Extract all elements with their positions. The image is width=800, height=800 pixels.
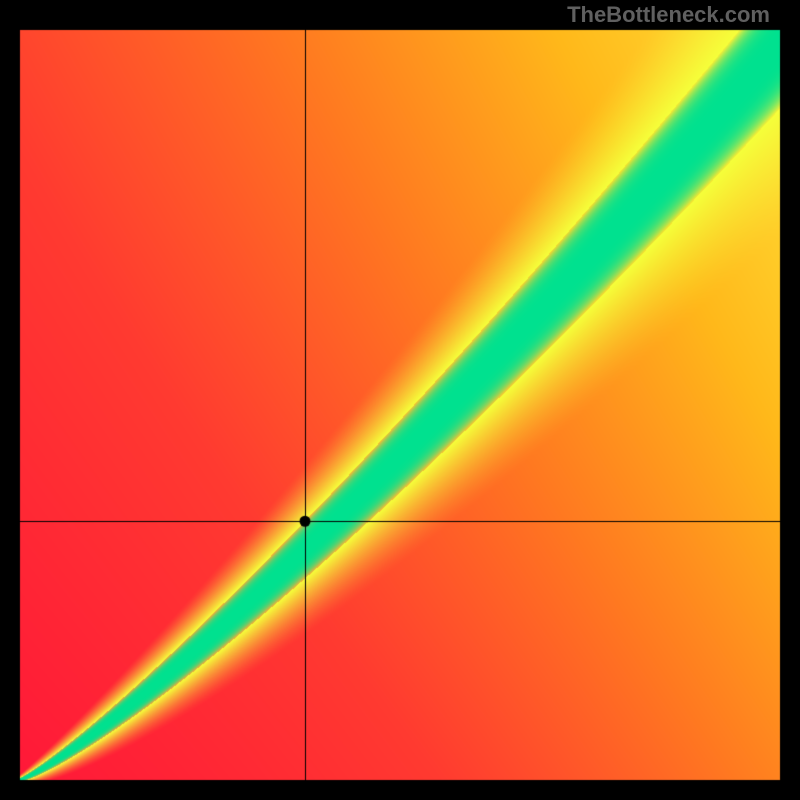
heatmap-canvas [0,0,800,800]
watermark-text: TheBottleneck.com [567,2,770,28]
chart-root: TheBottleneck.com [0,0,800,800]
